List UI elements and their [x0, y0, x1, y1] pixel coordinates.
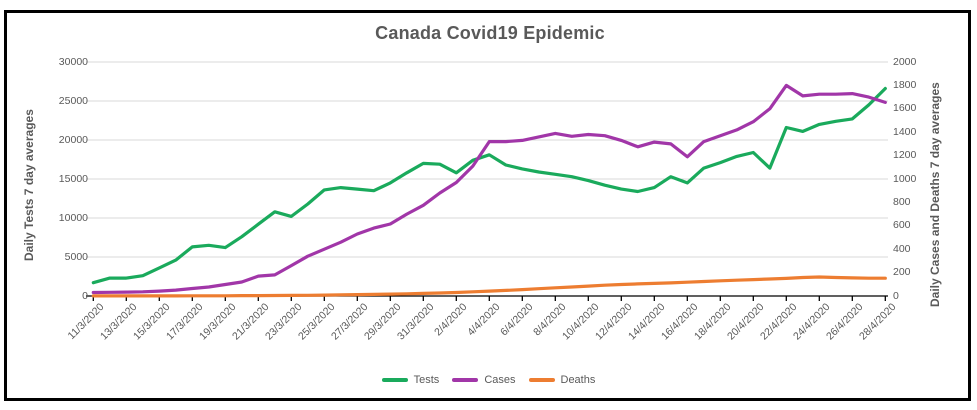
right-axis-tick-label: 800 [893, 195, 911, 208]
series-line-deaths [91, 275, 887, 298]
series-line-cases [91, 83, 887, 295]
chart-title: Canada Covid19 Epidemic [375, 23, 605, 43]
series-line-tests [91, 86, 887, 285]
legend-swatch-deaths [528, 378, 555, 382]
legend-label-cases: Cases [484, 374, 516, 386]
legend-label-tests: Tests [413, 374, 440, 386]
left-axis-tick-label: 20000 [58, 133, 88, 146]
right-axis-tick-label: 600 [893, 219, 911, 232]
right-axis-tick-label: 1400 [893, 125, 917, 138]
right-axis-tick-label: 1000 [893, 172, 917, 185]
legend-label-deaths: Deaths [560, 374, 596, 386]
legend-item-cases: Cases [452, 374, 516, 386]
left-axis-tick-label: 10000 [58, 211, 88, 224]
legend-swatch-cases [452, 378, 479, 382]
left-axis-tick-label: 15000 [58, 172, 88, 185]
right-axis-tick-label: 200 [893, 266, 911, 279]
right-axis-tick-label: 1600 [893, 102, 917, 115]
left-axis-tick-label: 0 [82, 289, 88, 302]
left-axis-tick-label: 30000 [58, 55, 88, 68]
right-axis-tick-label: 2000 [893, 55, 917, 68]
right-axis-tick-label: 400 [893, 242, 911, 255]
left-axis-tick-label: 5000 [64, 250, 88, 263]
legend-item-deaths: Deaths [528, 374, 596, 386]
legend-item-tests: Tests [381, 374, 440, 386]
right-axis-tick-label: 1800 [893, 78, 917, 91]
chart-legend: Tests Cases Deaths [0, 374, 977, 386]
left-axis-tick-label: 25000 [58, 94, 88, 107]
legend-swatch-tests [381, 378, 408, 382]
chart-frame [4, 10, 971, 401]
right-axis-tick-label: 0 [893, 289, 899, 302]
right-axis-tick-label: 1200 [893, 149, 917, 162]
